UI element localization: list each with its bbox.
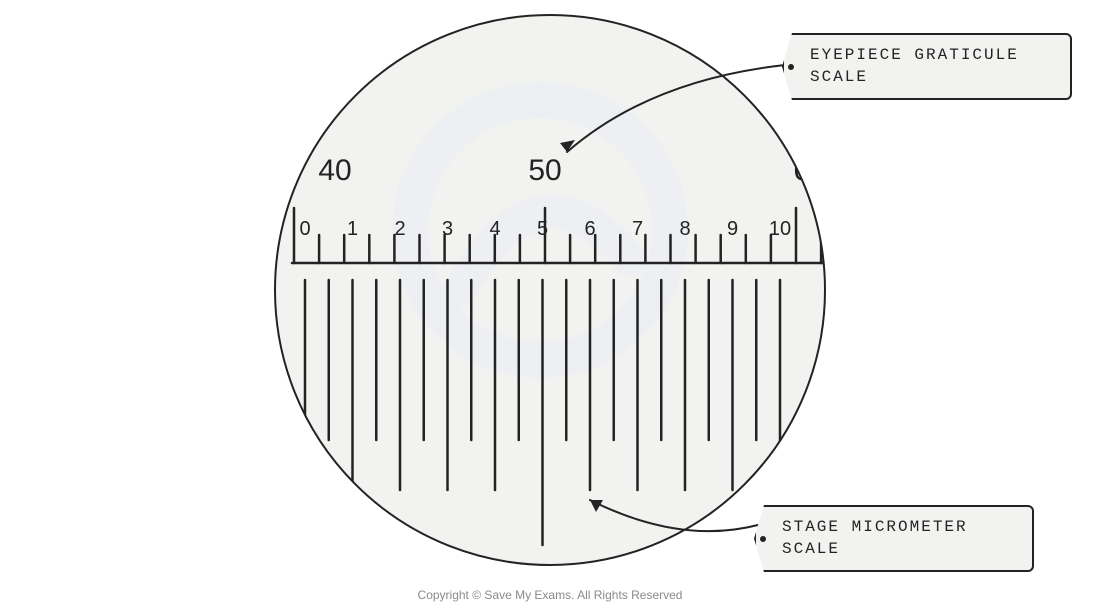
eyepiece-tick-label: 40 [318,154,351,187]
stage-tick-label: 8 [679,218,690,240]
stage-tick-label: 9 [727,218,738,240]
stage-tick-label: 3 [442,218,453,240]
eyepiece-tick-label: 50 [528,154,561,187]
copyright-text: Copyright © Save My Exams. All Rights Re… [0,588,1100,602]
stage-micrometer-label: STAGE MICROMETER SCALE [754,505,1034,572]
stage-tick-label: 6 [584,218,595,240]
eyepiece-graticule-label: EYEPIECE GRATICULE SCALE [782,33,1072,100]
stage-tick-label: 2 [394,218,405,240]
eyepiece-label-line2: SCALE [810,68,868,86]
stage-tick-label: 7 [632,218,643,240]
stage-tick-label: 10 [769,218,791,240]
stage-tick-label: 4 [489,218,500,240]
stage-tick-label: 0 [299,218,310,240]
eyepiece-label-line1: EYEPIECE GRATICULE [810,46,1019,64]
stage-label-line2: SCALE [782,540,840,558]
stage-tick-label: 1 [347,218,358,240]
stage-tick-label: 5 [537,218,548,240]
stage-label-line1: STAGE MICROMETER [782,518,968,536]
